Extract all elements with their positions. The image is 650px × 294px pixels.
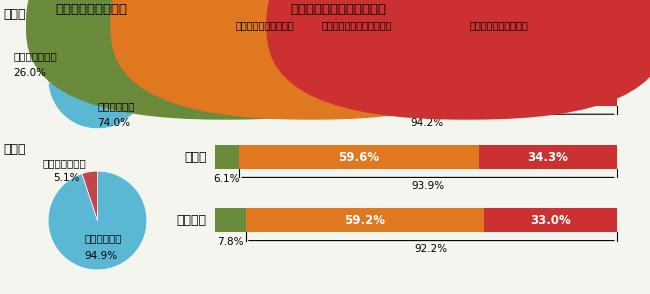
Text: 上昇している: 上昇している: [84, 233, 122, 243]
Text: 電力料金: 電力料金: [176, 214, 207, 227]
Bar: [479, 145, 617, 169]
Wedge shape: [48, 30, 147, 129]
Text: 34.3%: 34.3%: [527, 151, 568, 164]
Bar: [484, 208, 617, 232]
Text: 上昇している: 上昇している: [98, 101, 135, 111]
Text: すべて転嫁できている: すべて転嫁できている: [235, 20, 294, 30]
Wedge shape: [48, 30, 98, 83]
Text: 人件費: 人件費: [184, 88, 207, 101]
Wedge shape: [48, 171, 147, 270]
Bar: [214, 82, 238, 106]
Bar: [214, 145, 239, 169]
Text: 燃料費: 燃料費: [184, 151, 207, 164]
Text: 上昇していない: 上昇していない: [42, 158, 86, 168]
Text: 74.0%: 74.0%: [98, 118, 131, 128]
Text: 92.2%: 92.2%: [415, 244, 448, 254]
Bar: [214, 208, 246, 232]
Text: 65.3%: 65.3%: [348, 88, 390, 101]
Wedge shape: [82, 171, 98, 220]
Bar: [500, 82, 617, 106]
Text: 59.2%: 59.2%: [344, 214, 385, 227]
Text: 一部しか転嫁できていない: 一部しか転嫁できていない: [322, 20, 392, 30]
Text: 59.6%: 59.6%: [339, 151, 380, 164]
Text: 【コスト増の状況】: 【コスト増の状況】: [55, 3, 127, 16]
Text: 94.9%: 94.9%: [84, 251, 118, 261]
Text: 上昇していない: 上昇していない: [13, 51, 57, 61]
Text: 燃料費: 燃料費: [3, 143, 26, 156]
Text: 【販売価格への転嫁状況】: 【販売価格への転嫁状況】: [290, 3, 386, 16]
Text: 26.0%: 26.0%: [13, 69, 46, 78]
Text: 5.8%: 5.8%: [213, 111, 239, 121]
Bar: [246, 208, 484, 232]
Text: 全く転嫁できていない: 全く転嫁できていない: [469, 20, 528, 30]
Text: 94.2%: 94.2%: [411, 118, 444, 128]
Text: 28.9%: 28.9%: [538, 88, 579, 101]
Bar: [238, 82, 500, 106]
Text: 人件費: 人件費: [3, 8, 26, 21]
Bar: [239, 145, 479, 169]
Text: 7.8%: 7.8%: [217, 238, 244, 248]
Text: 33.0%: 33.0%: [530, 214, 571, 227]
Text: 6.1%: 6.1%: [213, 174, 240, 184]
Text: 93.9%: 93.9%: [411, 181, 445, 191]
Text: 5.1%: 5.1%: [53, 173, 80, 183]
